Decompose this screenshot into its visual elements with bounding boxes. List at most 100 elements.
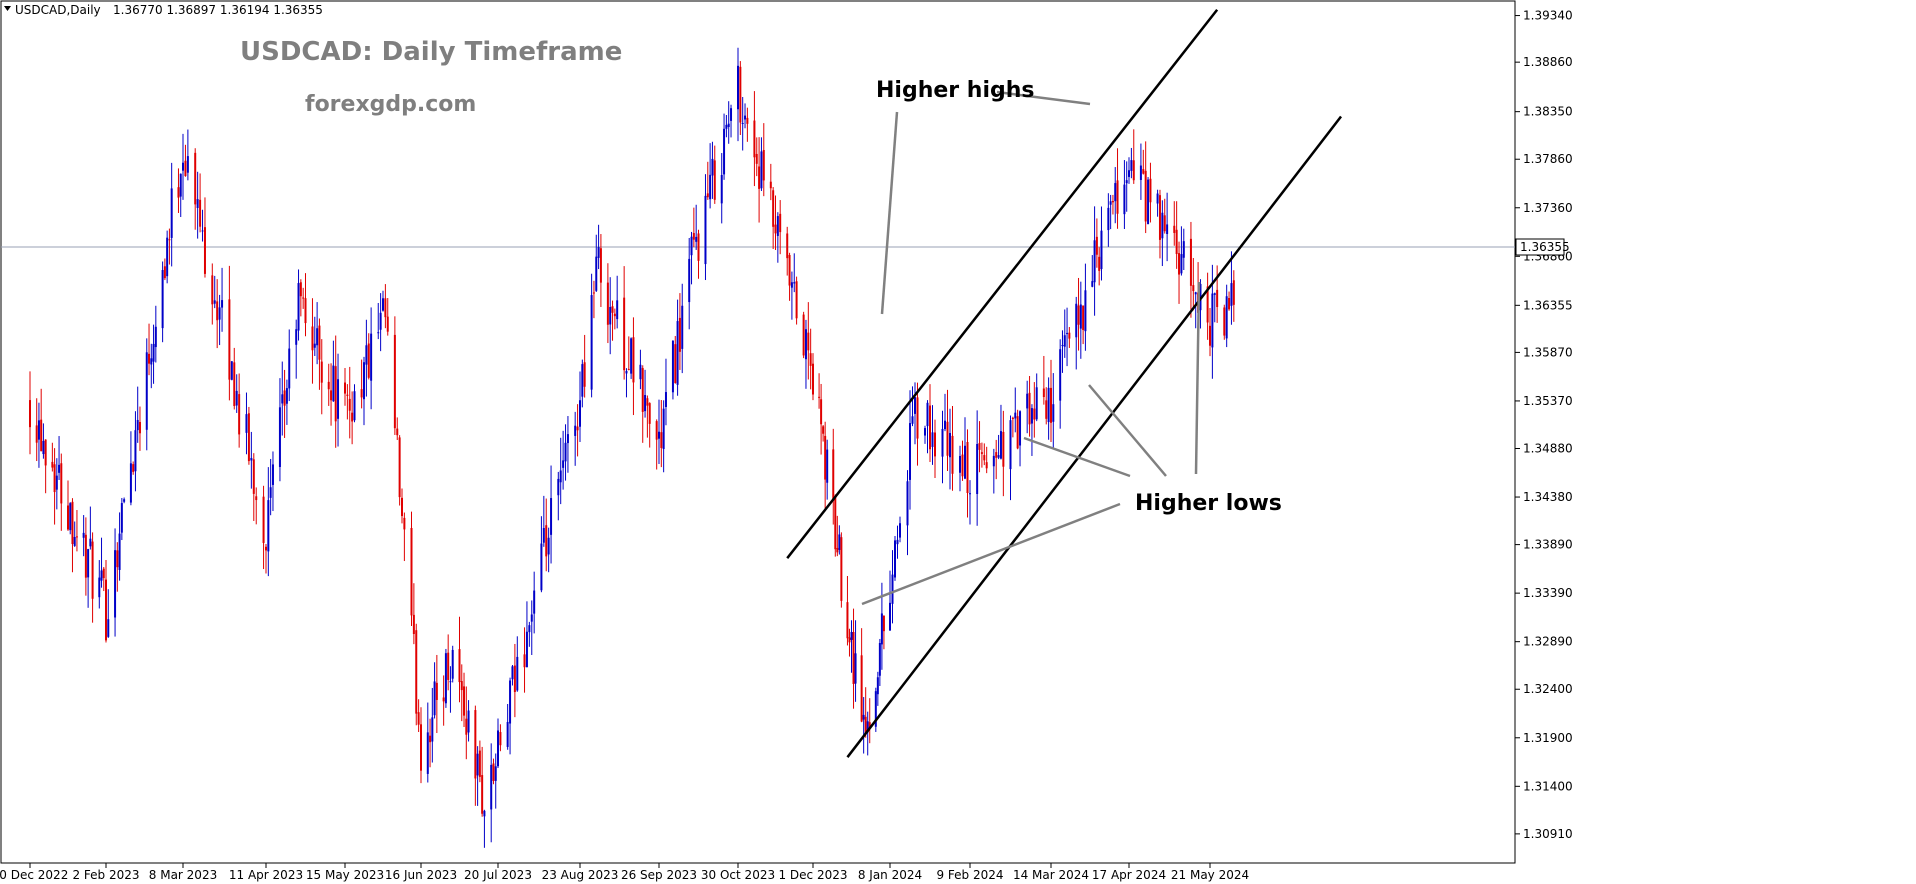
candle-body [725, 124, 728, 129]
candle-body [772, 190, 775, 227]
candle-body [429, 735, 432, 743]
candle-body [832, 449, 835, 501]
candle-body [1091, 281, 1094, 287]
candle-body [412, 614, 415, 635]
candle-body [1163, 215, 1166, 232]
candle-body [1011, 417, 1014, 419]
candle-body [154, 326, 157, 348]
candle-body [1209, 325, 1211, 346]
y-tick-label: 1.39340 [1523, 9, 1573, 23]
candle-body [1156, 193, 1159, 204]
y-tick-label: 1.33890 [1523, 538, 1573, 552]
x-tick-label: 14 Mar 2024 [1013, 868, 1089, 882]
candle-body [985, 462, 988, 469]
candle-body [760, 151, 763, 189]
candle-body [961, 454, 964, 477]
candle-body [852, 632, 855, 684]
candle-body [42, 440, 45, 455]
candle-body [73, 536, 76, 546]
candle-body [447, 652, 450, 680]
candle-body [969, 493, 971, 495]
candle-body [1223, 307, 1226, 336]
candle-body [334, 366, 337, 422]
candle-body [1123, 184, 1126, 215]
candle-body [458, 649, 461, 683]
higher-lows-pointer-4 [1194, 281, 1201, 475]
candle-body [1166, 224, 1169, 235]
candle-body [365, 345, 368, 365]
candle-body [926, 402, 929, 427]
candle-body [609, 307, 612, 325]
candle-body [281, 394, 284, 404]
candle-body [826, 449, 829, 483]
candle-body [1079, 304, 1082, 329]
candle-body [194, 152, 197, 205]
candle-body [460, 681, 463, 691]
candle-body [382, 298, 384, 311]
candle-body [730, 108, 733, 121]
candle-body [278, 407, 281, 467]
candle-body [316, 328, 319, 346]
candle-body [1033, 408, 1036, 420]
candle-body [941, 428, 944, 457]
candle-body [58, 464, 61, 473]
candle-body [946, 421, 949, 456]
candle-body [999, 431, 1002, 459]
x-tick-label: 30 Oct 2023 [701, 868, 775, 882]
candle-body [559, 470, 562, 483]
candle-body [704, 195, 707, 265]
candle-body [161, 270, 164, 329]
trendlines [786, 8, 1343, 758]
candle-body [82, 532, 85, 538]
candle-body [148, 353, 151, 364]
candle-body [929, 405, 931, 450]
candle-body [540, 543, 543, 591]
x-tick-label: 26 Sep 2023 [621, 868, 697, 882]
candle-body [228, 299, 231, 380]
candle-body [1178, 253, 1181, 275]
candle-body [795, 281, 798, 319]
time-axis: 30 Dec 2022 2 Feb 2023 8 Mar 2023 11 Apr 20… [0, 863, 1249, 882]
candle-body [564, 442, 567, 462]
channel-lower-line[interactable] [846, 115, 1343, 758]
candle-body [150, 358, 153, 365]
candle-body [297, 283, 300, 331]
candle-body [1095, 236, 1098, 255]
candle-body [69, 503, 72, 531]
candle-body [1109, 201, 1112, 205]
candle-body [590, 295, 593, 390]
candle-body [820, 399, 823, 425]
y-tick-label: 1.38860 [1523, 55, 1573, 69]
candle-body [1035, 387, 1038, 420]
candle-body [542, 527, 545, 543]
candle-body [107, 619, 110, 637]
candle-body [295, 329, 298, 345]
candle-body [1052, 404, 1055, 422]
y-tick-label: 1.32400 [1523, 682, 1573, 696]
y-tick-label: 1.37860 [1523, 152, 1573, 166]
candle-body [327, 381, 330, 390]
candle-body [44, 439, 47, 466]
candle-body [182, 162, 184, 171]
candle-body [311, 326, 314, 351]
candle-body [75, 536, 78, 538]
candle-body [463, 686, 466, 716]
candle-body [265, 546, 267, 551]
candle-body [313, 343, 316, 348]
channel-upper-line[interactable] [786, 8, 1219, 559]
candle-body [1077, 305, 1080, 325]
candle-body [98, 577, 101, 598]
candle-body [623, 297, 626, 371]
candle-body [481, 775, 484, 814]
candle-body [581, 364, 584, 397]
candle-body [755, 153, 758, 164]
candle-body [467, 710, 470, 733]
chevron-down-icon[interactable] [4, 6, 11, 11]
watermark: forexgdp.com [305, 92, 476, 117]
candle-body [1175, 229, 1178, 255]
candle-body [1050, 387, 1052, 423]
candle-body [245, 414, 248, 433]
candle-body [688, 258, 691, 303]
candle-body [762, 149, 765, 181]
